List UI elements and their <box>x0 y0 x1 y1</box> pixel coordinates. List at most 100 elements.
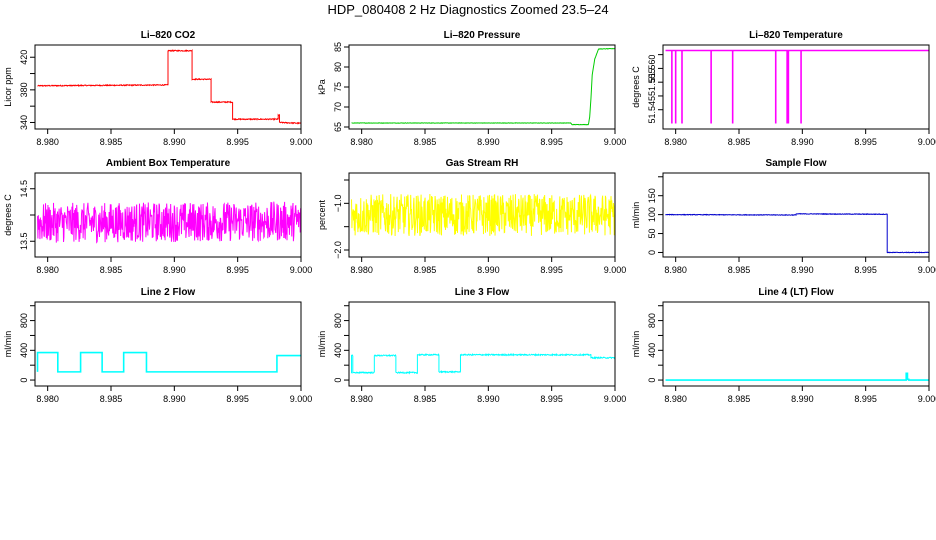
y-axis-label: ml/min <box>631 202 641 229</box>
x-tick-label: 8.980 <box>350 394 373 404</box>
data-series-line <box>351 47 615 126</box>
y-tick-label: 400 <box>19 343 29 358</box>
y-tick-label: 420 <box>19 50 29 65</box>
y-tick-label: 800 <box>19 313 29 328</box>
panel-title: Li–820 CO2 <box>141 30 196 41</box>
panel-title: Li–820 Temperature <box>749 30 843 41</box>
y-tick-label: 380 <box>19 82 29 97</box>
x-tick-label: 8.985 <box>414 265 437 275</box>
panel-title: Line 3 Flow <box>455 287 510 298</box>
x-tick-label: 8.995 <box>854 265 877 275</box>
x-tick-label: 8.980 <box>36 265 59 275</box>
plot-frame <box>34 44 302 130</box>
panel-title: Ambient Box Temperature <box>106 158 231 169</box>
data-series-line <box>665 49 929 124</box>
data-series-line <box>37 48 301 125</box>
x-tick-label: 8.985 <box>100 394 123 404</box>
panel-line-4-lt-flow: Line 4 (LT) Flow 8.980 8.985 8.990 8.995 9.00… <box>631 287 936 404</box>
x-tick-label: 8.985 <box>414 394 437 404</box>
x-tick-label: 8.985 <box>728 265 751 275</box>
y-tick-label: 0 <box>647 250 657 255</box>
y-tick-label: 51.560 <box>647 55 657 83</box>
x-tick-label: 9.000 <box>918 394 936 404</box>
panel-li-820-pressure: Li–820 Pressure 8.980 8.985 8.990 8.995 9.000… <box>317 30 626 147</box>
x-tick-label: 8.995 <box>226 265 249 275</box>
panel-line-3-flow: Line 3 Flow 8.980 8.985 8.990 8.995 9.000 0 400… <box>317 287 626 404</box>
panel-title: Line 2 Flow <box>141 287 196 298</box>
x-tick-label: 8.990 <box>477 394 500 404</box>
y-tick-label: 85 <box>333 42 343 52</box>
x-tick-label: 8.980 <box>350 137 373 147</box>
y-tick-label: 0 <box>647 378 657 383</box>
x-tick-label: 8.990 <box>791 394 814 404</box>
y-tick-label: 150 <box>647 188 657 203</box>
panel-li-820-temperature: Li–820 Temperature 8.980 8.985 8.990 8.995 9.… <box>631 30 936 147</box>
x-tick-label: 8.980 <box>664 137 687 147</box>
figure-title: HDP_080408 2 Hz Diagnostics Zoomed 23.5–… <box>327 2 609 17</box>
y-tick-label: −2.0 <box>333 241 343 259</box>
panel-title: Line 4 (LT) Flow <box>758 287 834 298</box>
y-axis-label: degrees C <box>3 194 13 236</box>
panel-li-820-co2: Li–820 CO2 8.980 8.985 8.990 8.995 9.000 340 38… <box>3 30 312 147</box>
y-tick-label: 70 <box>333 102 343 112</box>
x-tick-label: 8.990 <box>163 137 186 147</box>
x-tick-label: 8.995 <box>226 394 249 404</box>
y-axis-label: degrees C <box>631 66 641 108</box>
x-tick-label: 8.980 <box>36 137 59 147</box>
plot-frame <box>662 44 930 130</box>
x-tick-label: 9.000 <box>604 394 627 404</box>
x-tick-label: 9.000 <box>918 265 936 275</box>
y-axis-label: Licor ppm <box>3 67 13 107</box>
y-tick-label: 51.555 <box>647 68 657 96</box>
plot-frame <box>348 301 616 387</box>
x-tick-label: 9.000 <box>290 394 313 404</box>
y-tick-label: 400 <box>333 343 343 358</box>
x-tick-label: 9.000 <box>918 137 936 147</box>
y-tick-label: 0 <box>19 378 29 383</box>
x-tick-label: 8.980 <box>664 265 687 275</box>
data-series-line <box>665 372 929 381</box>
y-tick-label: 400 <box>647 343 657 358</box>
x-tick-label: 8.980 <box>36 394 59 404</box>
y-tick-label: 13.5 <box>19 232 29 250</box>
y-tick-label: 80 <box>333 62 343 72</box>
y-tick-label: 0 <box>333 378 343 383</box>
y-axis-label: ml/min <box>317 331 327 358</box>
data-series-line <box>36 351 301 373</box>
x-tick-label: 8.995 <box>540 394 563 404</box>
x-tick-label: 8.995 <box>540 137 563 147</box>
plot-frame <box>34 301 302 387</box>
y-tick-label: 65 <box>333 122 343 132</box>
panel-gas-stream-rh: Gas Stream RH 8.980 8.985 8.990 8.995 9.000 −2… <box>317 158 626 275</box>
data-series-line <box>665 212 929 254</box>
x-tick-label: 8.990 <box>163 394 186 404</box>
y-tick-label: 100 <box>647 207 657 222</box>
y-tick-label: −1.0 <box>333 194 343 212</box>
x-tick-label: 8.980 <box>350 265 373 275</box>
panel-title: Gas Stream RH <box>446 158 519 169</box>
x-tick-label: 8.985 <box>728 394 751 404</box>
x-tick-label: 8.995 <box>854 394 877 404</box>
y-tick-label: 51.545 <box>647 96 657 124</box>
x-tick-label: 8.990 <box>477 137 500 147</box>
x-tick-label: 8.990 <box>163 265 186 275</box>
x-tick-label: 8.995 <box>540 265 563 275</box>
x-tick-label: 8.995 <box>226 137 249 147</box>
x-tick-label: 9.000 <box>604 137 627 147</box>
x-tick-label: 8.985 <box>414 137 437 147</box>
panel-ambient-box-temperature: Ambient Box Temperature 8.980 8.985 8.990 8.… <box>3 158 312 275</box>
x-tick-label: 8.985 <box>100 137 123 147</box>
y-axis-label: percent <box>317 199 327 230</box>
x-tick-label: 9.000 <box>604 265 627 275</box>
plot-frame <box>348 44 616 130</box>
data-series-line <box>37 201 301 244</box>
data-series-line <box>351 352 615 375</box>
x-tick-label: 9.000 <box>290 265 313 275</box>
panel-sample-flow: Sample Flow 8.980 8.985 8.990 8.995 9.000 0 50 1… <box>631 158 936 275</box>
panel-title: Li–820 Pressure <box>444 30 521 41</box>
x-tick-label: 8.990 <box>477 265 500 275</box>
y-tick-label: 75 <box>333 82 343 92</box>
x-tick-label: 8.985 <box>728 137 751 147</box>
y-tick-label: 800 <box>647 313 657 328</box>
